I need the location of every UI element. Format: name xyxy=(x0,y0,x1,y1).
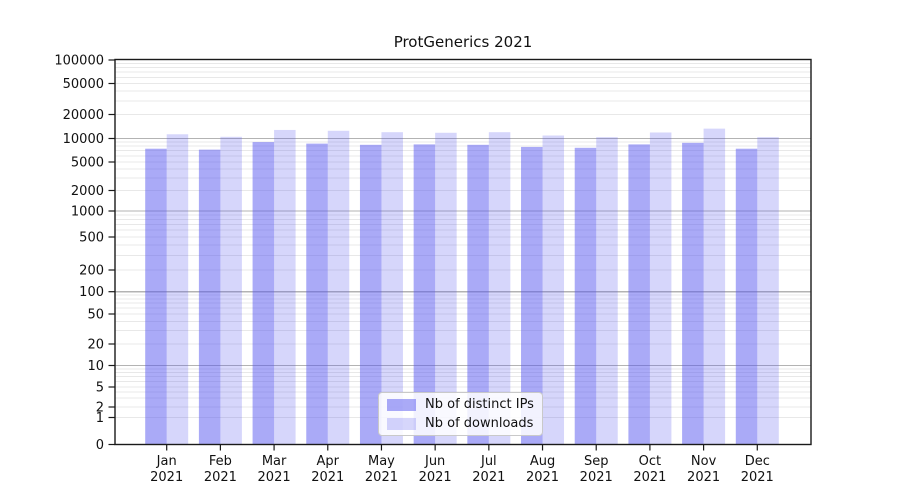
legend-item-downloads: Nb of downloads xyxy=(379,416,542,431)
x-tick-label-month: Apr xyxy=(317,454,340,469)
legend-label-distinct-ips: Nb of distinct IPs xyxy=(425,397,534,412)
bar-downloads xyxy=(166,134,189,445)
bar-distinct-ips xyxy=(467,144,489,445)
bar-downloads xyxy=(220,136,242,445)
bar-downloads xyxy=(435,132,457,445)
y-tick-label: 50000 xyxy=(63,77,104,92)
y-tick-label: 2 xyxy=(96,401,104,416)
y-tick-label: 5 xyxy=(96,381,104,396)
bar-downloads xyxy=(327,130,350,445)
legend-box: Nb of distinct IPs Nb of downloads xyxy=(378,392,543,436)
y-tick-label: 100000 xyxy=(54,54,104,69)
x-tick-label-year: 2021 xyxy=(150,470,183,485)
legend-swatch-distinct-ips xyxy=(387,398,416,411)
y-tick-label: 2000 xyxy=(71,184,104,199)
legend-label-downloads: Nb of downloads xyxy=(425,416,534,431)
y-tick-label: 20000 xyxy=(63,108,104,123)
bar-downloads xyxy=(542,135,565,445)
chart-title: ProtGenerics 2021 xyxy=(393,33,533,51)
x-tick-label-year: 2021 xyxy=(204,470,237,485)
x-tick-label-month: Jul xyxy=(480,454,497,469)
bar-distinct-ips xyxy=(145,148,167,445)
y-tick-label: 10 xyxy=(87,359,104,374)
y-tick-label: 1000 xyxy=(71,205,104,220)
bar-downloads xyxy=(703,128,726,445)
x-tick-label-year: 2021 xyxy=(258,470,291,485)
legend-item-distinct-ips: Nb of distinct IPs xyxy=(379,397,542,412)
bar-distinct-ips xyxy=(413,144,436,445)
x-tick-label-year: 2021 xyxy=(580,470,613,485)
bar-distinct-ips xyxy=(574,147,597,445)
x-tick-label-year: 2021 xyxy=(526,470,559,485)
x-tick-label-month: Aug xyxy=(530,454,555,469)
plot-border xyxy=(114,58,812,446)
x-tick-label-year: 2021 xyxy=(472,470,505,485)
x-tick-label-year: 2021 xyxy=(365,470,398,485)
bar-downloads xyxy=(649,132,672,445)
bar-distinct-ips xyxy=(735,148,758,445)
x-tick-label-month: Jun xyxy=(424,454,445,469)
bar-downloads xyxy=(381,132,403,445)
x-tick-label-month: Sep xyxy=(584,454,609,469)
x-tick-label-year: 2021 xyxy=(419,470,452,485)
x-tick-label-month: Jan xyxy=(156,454,177,469)
bar-distinct-ips xyxy=(682,142,704,445)
y-tick-label: 100 xyxy=(79,285,104,300)
x-tick-label-year: 2021 xyxy=(311,470,344,485)
x-tick-label-year: 2021 xyxy=(687,470,720,485)
bar-downloads xyxy=(274,129,296,445)
legend-swatch-downloads xyxy=(387,417,416,430)
bar-distinct-ips xyxy=(628,144,650,445)
y-tick-label: 0 xyxy=(96,438,104,453)
bar-distinct-ips xyxy=(306,143,328,445)
y-tick-label: 200 xyxy=(79,264,104,279)
x-tick-label-month: Nov xyxy=(691,454,717,469)
y-tick-label: 1 xyxy=(96,411,104,426)
bar-downloads xyxy=(596,137,618,445)
x-tick-label-month: Mar xyxy=(262,454,287,469)
bar-distinct-ips xyxy=(198,149,221,445)
x-tick-label-year: 2021 xyxy=(633,470,666,485)
bar-distinct-ips xyxy=(359,144,382,445)
x-tick-label-month: May xyxy=(368,454,395,469)
x-tick-label-month: Dec xyxy=(745,454,770,469)
bar-downloads xyxy=(757,137,779,445)
bar-distinct-ips xyxy=(521,146,543,445)
y-tick-label: 50 xyxy=(87,308,104,323)
x-tick-label-year: 2021 xyxy=(741,470,774,485)
y-tick-label: 10000 xyxy=(63,132,104,147)
x-tick-label-month: Oct xyxy=(639,454,661,469)
x-tick-label-month: Feb xyxy=(209,454,232,469)
bar-distinct-ips xyxy=(252,142,275,445)
bar-downloads xyxy=(488,132,511,445)
y-tick-label: 5000 xyxy=(71,156,104,171)
y-tick-label: 20 xyxy=(87,338,104,353)
y-tick-label: 500 xyxy=(79,231,104,246)
